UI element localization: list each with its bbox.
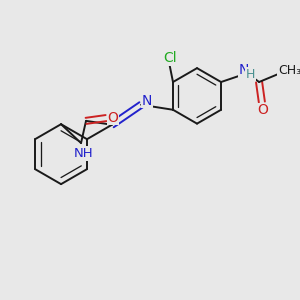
Text: O: O bbox=[107, 110, 118, 124]
Text: NH: NH bbox=[74, 147, 93, 160]
Text: Cl: Cl bbox=[163, 51, 176, 65]
Text: H: H bbox=[246, 68, 255, 81]
Text: CH₃: CH₃ bbox=[278, 64, 300, 77]
Text: N: N bbox=[142, 94, 152, 108]
Text: N: N bbox=[239, 63, 249, 77]
Text: O: O bbox=[257, 103, 268, 117]
